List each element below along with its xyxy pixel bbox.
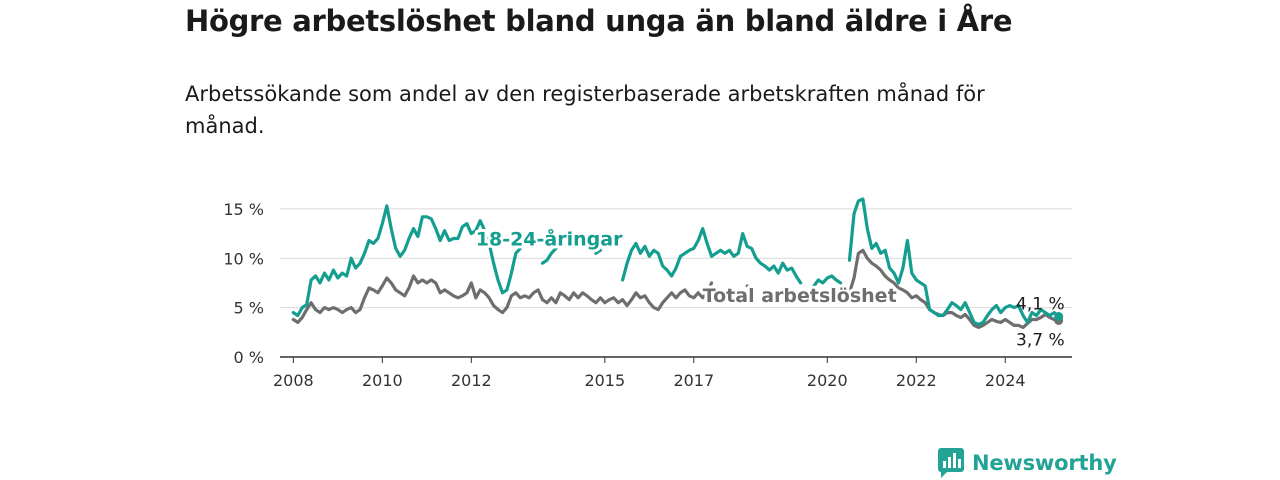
series-end-point-young	[1054, 312, 1064, 322]
y-tick-label: 15 %	[223, 200, 264, 219]
chart-subtitle: Arbetssökande som andel av den registerb…	[185, 82, 985, 138]
x-tick-label: 2008	[273, 371, 314, 390]
x-tick-label: 2024	[985, 371, 1026, 390]
series-line-young	[291, 197, 1061, 326]
newsworthy-logo-icon	[938, 448, 964, 478]
newsworthy-brand[interactable]: Newsworthy	[938, 448, 1117, 478]
chart-title: Högre arbetslöshet bland unga än bland ä…	[185, 4, 1013, 38]
y-tick-label: 0 %	[234, 348, 264, 367]
series-line-total	[291, 248, 1061, 329]
x-tick-label: 2017	[673, 371, 714, 390]
x-tick-label: 2012	[451, 371, 492, 390]
y-tick-label: 5 %	[234, 299, 264, 318]
series-annotation-young: 18-24-åringar	[476, 226, 623, 250]
x-tick-label: 2020	[807, 371, 848, 390]
x-tick-label: 2010	[362, 371, 403, 390]
end-label-total: 3,7 %	[1016, 330, 1065, 350]
series-annotation-total: Total arbetslöshet	[703, 285, 897, 307]
brand-name: Newsworthy	[972, 451, 1117, 475]
end-label-young: 4,1 %	[1016, 295, 1065, 315]
x-tick-label: 2022	[896, 371, 937, 390]
y-tick-label: 10 %	[223, 249, 264, 268]
x-tick-label: 2015	[584, 371, 625, 390]
